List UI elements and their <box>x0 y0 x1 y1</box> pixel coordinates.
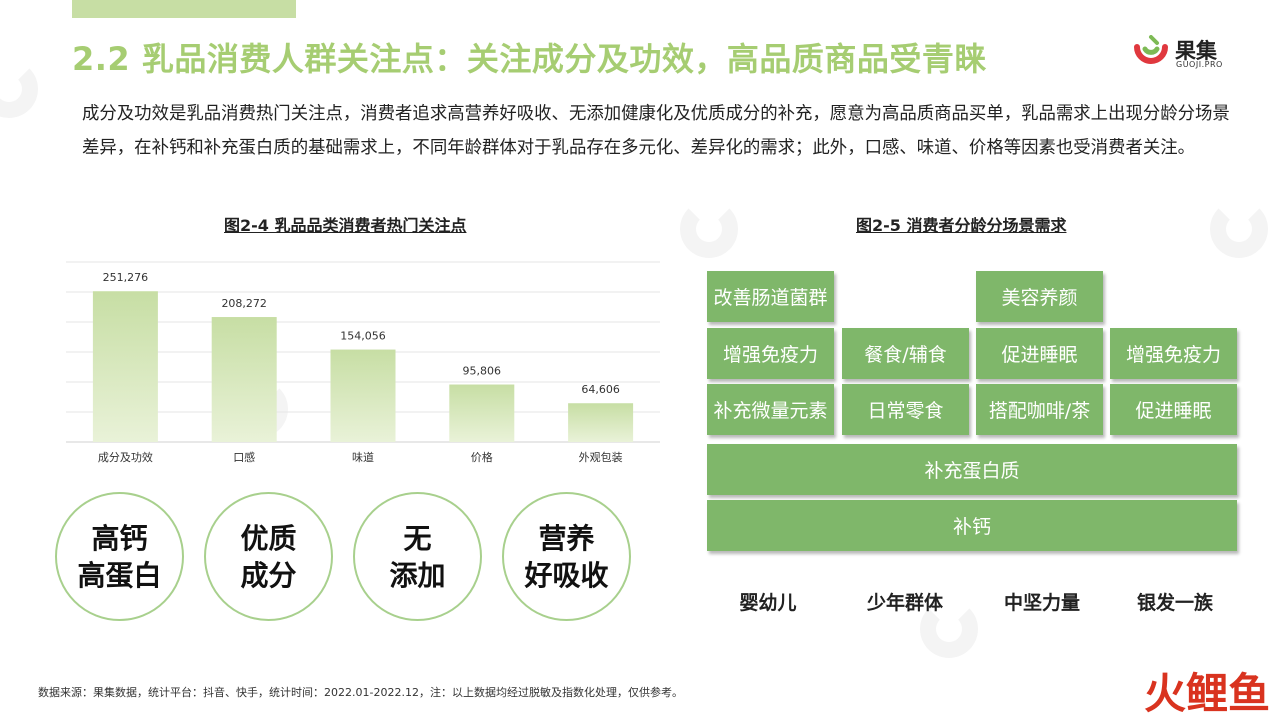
watermark-logo <box>920 600 978 658</box>
bar <box>92 291 158 442</box>
bar <box>211 317 277 442</box>
highlight-line: 成分 <box>240 558 297 592</box>
group-label-youth: 少年群体 <box>866 592 943 614</box>
need-box-infant: 补充微量元素 <box>707 384 834 435</box>
category-tick-label: 成分及功效 <box>98 450 153 464</box>
bar <box>568 403 634 442</box>
need-box-core: 促进睡眠 <box>976 328 1103 379</box>
need-box-youth: 餐食/辅食 <box>842 328 969 379</box>
need-box-shared-calcium: 补钙 <box>707 500 1237 551</box>
category-tick-label: 外观包装 <box>579 451 623 464</box>
top-accent-bar <box>72 0 296 18</box>
bar-value-label: 95,806 <box>463 365 502 378</box>
group-label-core: 中坚力量 <box>1003 592 1080 614</box>
guoji-logo-icon <box>1134 35 1168 64</box>
figure-2-5-title: 图2-5 消费者分龄分场景需求 <box>856 216 1067 235</box>
need-box-senior: 促进睡眠 <box>1110 384 1237 435</box>
page-title: 2.2 乳品消费人群关注点：关注成分及功效，高品质商品受青睐 <box>72 40 987 78</box>
brand-logo: 果集 GUOJI.PRO <box>1133 33 1243 73</box>
logo-subtitle: GUOJI.PRO <box>1176 60 1223 69</box>
group-label-infant: 婴幼儿 <box>739 592 797 614</box>
need-box-senior: 增强免疫力 <box>1110 328 1237 379</box>
highlight-circle: 无添加 <box>353 492 482 621</box>
category-tick-label: 味道 <box>352 450 374 464</box>
bar-value-label: 208,272 <box>221 297 267 310</box>
highlight-circle: 优质 成分 <box>204 492 333 621</box>
highlight-circle: 高钙 高蛋白 <box>55 492 184 621</box>
need-box-core: 搭配咖啡/茶 <box>976 384 1103 435</box>
attention-bar-chart: 251,276 成分及功效 208,272 口感 154,056 味道 95,806 价格 64… <box>66 261 660 464</box>
highlight-circle: 营养 好吸收 <box>502 492 631 621</box>
need-box-core: 美容养颜 <box>976 271 1103 322</box>
category-tick-label: 口感 <box>233 451 255 464</box>
highlight-line: 高钙 <box>91 521 148 555</box>
watermark-logo <box>680 200 738 258</box>
need-box-youth: 日常零食 <box>842 384 969 435</box>
highlight-line: 添加 <box>389 558 446 592</box>
need-box-infant: 增强免疫力 <box>707 328 834 379</box>
highlight-line: 优质 <box>240 521 297 555</box>
watermark-logo <box>0 60 38 118</box>
bar <box>330 349 396 442</box>
figure-2-4-title: 图2-4 乳品品类消费者热门关注点 <box>224 216 467 235</box>
need-box-infant: 改善肠道菌群 <box>707 271 834 322</box>
bar-value-label: 64,606 <box>581 383 620 396</box>
bar-value-label: 154,056 <box>340 330 386 343</box>
data-source-note: 数据来源：果集数据，统计平台：抖音、快手，统计时间：2022.01-2022.1… <box>38 686 683 699</box>
highlight-line: 高蛋白 <box>77 558 162 592</box>
highlight-line: 无 <box>403 521 432 555</box>
category-tick-label: 价格 <box>471 450 493 464</box>
group-label-senior: 银发一族 <box>1136 592 1213 614</box>
bar-value-label: 251,276 <box>103 271 148 284</box>
bar <box>449 384 515 442</box>
highlight-line: 好吸收 <box>524 558 609 592</box>
corner-brand-watermark: 火鲤鱼 <box>1144 669 1271 718</box>
need-box-shared-protein: 补充蛋白质 <box>707 444 1237 495</box>
logo-name: 果集 <box>1175 39 1217 63</box>
highlight-line: 营养 <box>538 521 595 555</box>
intro-paragraph: 成分及功效是乳品消费热门关注点，消费者追求高营养好吸收、无添加健康化及优质成分的… <box>82 104 1230 158</box>
watermark-logo <box>1210 200 1268 258</box>
